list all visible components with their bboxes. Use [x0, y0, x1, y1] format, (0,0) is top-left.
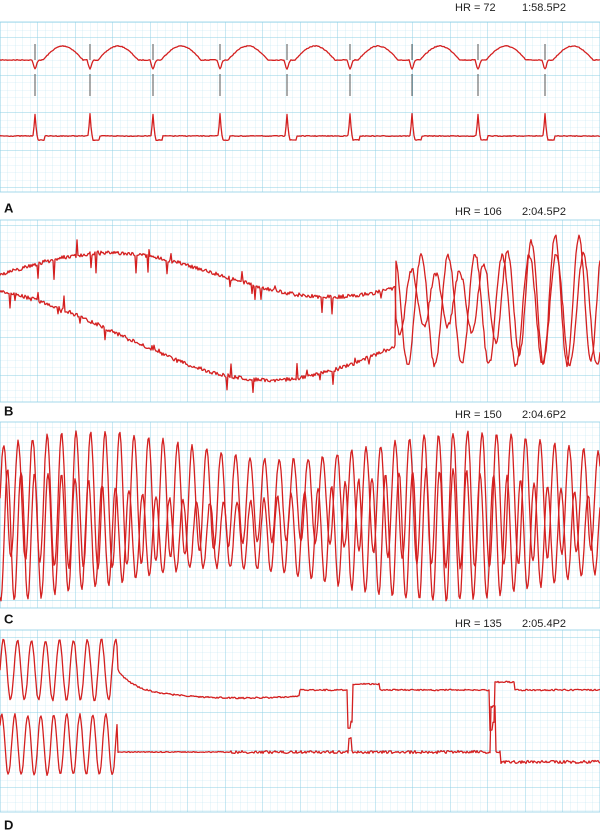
ecg-grid: [0, 21, 600, 193]
ecg-trace-c1: [0, 430, 600, 570]
heart-rate: HR = 106: [455, 206, 502, 218]
ecg-trace-a1: [0, 44, 600, 70]
ecg-grid: [0, 219, 600, 403]
panel-label: D: [4, 817, 13, 831]
time-stamp: 2:04.6P2: [522, 409, 566, 421]
time-stamp: 2:04.5P2: [522, 206, 566, 218]
time-stamp: 1:58.5P2: [522, 2, 566, 14]
ecg-trace-d1: [0, 638, 600, 732]
time-stamp: 2:05.4P2: [522, 618, 566, 630]
panel-label: C: [4, 611, 14, 626]
heart-rate: HR = 150: [455, 409, 502, 421]
heart-rate: HR = 135: [455, 618, 502, 630]
ecg-trace-d2: [0, 705, 600, 777]
ecg-trace-b1: [0, 234, 600, 368]
ecg-trace-c2: [0, 467, 600, 602]
ecg-grid: [0, 629, 600, 813]
panel-label: A: [4, 200, 14, 215]
panel-label: B: [4, 403, 13, 418]
ecg-trace-a2: [0, 113, 600, 142]
ecg-trace-b2: [0, 251, 600, 394]
heart-rate: HR = 72: [455, 2, 496, 14]
